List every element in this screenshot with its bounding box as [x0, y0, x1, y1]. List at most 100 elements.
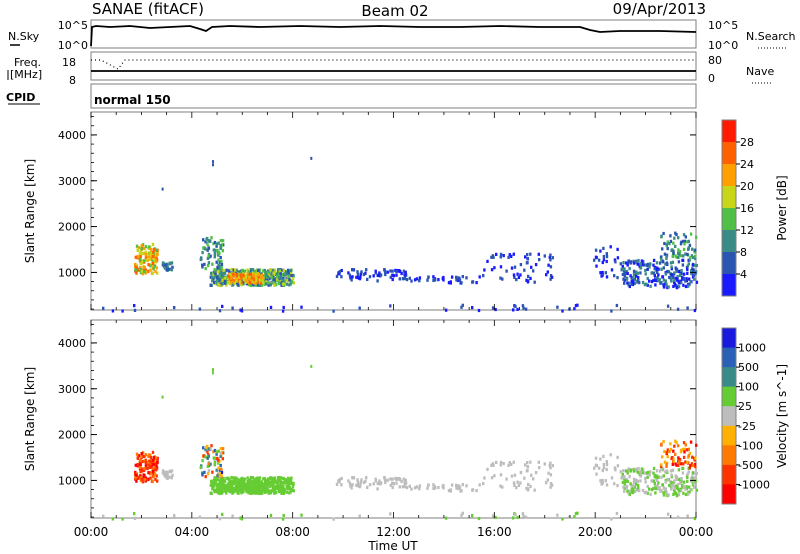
power-cell [537, 252, 540, 256]
power-cell [670, 279, 673, 283]
power-cell [483, 268, 486, 272]
power-cell [223, 279, 226, 283]
velocity-cell [215, 468, 218, 472]
power-cell [670, 248, 673, 253]
velocity-cell [212, 368, 214, 372]
velocity-cell [281, 490, 285, 494]
velocity-cell [516, 480, 519, 484]
power-cell [292, 273, 295, 277]
velocity-cell [136, 462, 139, 467]
velocity-cell [639, 473, 643, 477]
power-cell [695, 235, 698, 239]
velocity-cell [622, 476, 625, 480]
power-cell [252, 273, 255, 277]
power-cell [505, 269, 508, 273]
velocity-cell [682, 455, 686, 459]
velocity-cell [144, 461, 147, 465]
velocity-cell [153, 472, 157, 476]
velocity-cell [283, 489, 286, 493]
power-cell [628, 284, 631, 289]
power-cell [670, 267, 673, 271]
power-cell [630, 282, 633, 286]
power-cell [140, 261, 144, 265]
velocity-cell [149, 460, 153, 464]
velocity-cell [529, 484, 532, 488]
power-cell [155, 266, 158, 270]
velocity-cell [140, 477, 144, 481]
velocity-colorbar-segment [722, 347, 736, 368]
velocity-cell [444, 516, 448, 520]
velocity-cell [139, 463, 142, 467]
power-cell [652, 263, 655, 267]
power-cell [653, 267, 656, 271]
power-cell [673, 278, 676, 282]
power-cell [510, 266, 514, 270]
velocity-cell [521, 512, 525, 516]
velocity-cell [262, 477, 265, 481]
nsky-label: N.Sky [8, 30, 40, 43]
power-cell [605, 275, 609, 279]
power-cell [389, 269, 392, 273]
velocity-cell [675, 477, 678, 481]
power-cell [249, 268, 252, 272]
power-cell [332, 309, 335, 313]
power-cell [610, 309, 613, 313]
power-cell [265, 278, 269, 282]
power-cell [680, 281, 683, 285]
velocity-cell [359, 483, 362, 487]
power-cell [546, 270, 549, 274]
velocity-cell [677, 463, 680, 467]
velocity-cell [400, 479, 403, 484]
power-cell [206, 256, 210, 260]
power-cell [267, 283, 270, 287]
velocity-cell [664, 480, 668, 484]
velocity-cell [374, 477, 377, 481]
velocity-cell [148, 453, 151, 457]
velocity-cell [679, 462, 683, 466]
velocity-cell [408, 484, 411, 488]
power-cell [666, 304, 670, 308]
velocity-cell [257, 476, 260, 480]
power-cell [135, 244, 139, 248]
velocity-cell [605, 483, 609, 487]
velocity-cell [427, 483, 430, 487]
power-cell [220, 271, 223, 275]
power-cell [619, 262, 622, 266]
power-cell [444, 308, 448, 312]
velocity-cell [213, 488, 216, 493]
power-cell [672, 249, 675, 253]
power-cell [686, 267, 689, 272]
power-cell [492, 255, 495, 259]
power-cell [538, 258, 541, 262]
velocity-cell [209, 491, 213, 495]
velocity-cell [674, 452, 677, 456]
power-cell [289, 282, 292, 286]
power-cell [138, 258, 142, 262]
velocity-cell [223, 489, 227, 493]
power-cell [644, 272, 647, 276]
velocity-cell [249, 478, 252, 482]
power-cell [460, 305, 463, 309]
power-cell [613, 258, 617, 262]
power-cell [237, 283, 240, 287]
velocity-cell [677, 468, 681, 472]
power-cell [166, 263, 169, 267]
velocity-cell [656, 478, 659, 482]
power-cell [111, 309, 115, 313]
velocity-cell [663, 460, 667, 464]
velocity-cell [652, 486, 655, 491]
velocity-cell [310, 364, 313, 368]
velocity-cell [355, 483, 358, 487]
velocity-cell [667, 493, 670, 497]
power-cell [227, 274, 230, 279]
velocity-cell [499, 484, 502, 488]
power-cell [161, 263, 165, 267]
power-cell [658, 261, 662, 265]
velocity-cell [594, 456, 598, 460]
power-cell [151, 259, 154, 263]
velocity-cell [292, 481, 295, 485]
velocity-cell [289, 490, 292, 494]
power-cell [674, 244, 677, 248]
velocity-cell [271, 476, 274, 480]
power-cell [668, 275, 671, 279]
